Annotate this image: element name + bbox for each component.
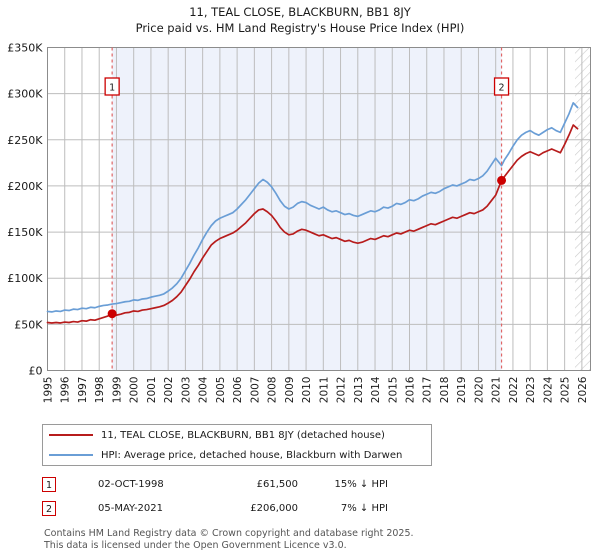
- legend-swatch-property-icon: [49, 434, 93, 436]
- page-title: 11, TEAL CLOSE, BLACKBURN, BB1 8JY Price…: [0, 4, 600, 36]
- sale-price-1: £61,500: [256, 478, 298, 490]
- sale-price-2: £206,000: [250, 502, 298, 514]
- sale-point-marker: [497, 175, 507, 185]
- x-axis-tick-label: 2006: [232, 376, 244, 403]
- x-axis-tick-label: 1996: [60, 376, 72, 403]
- table-row: 1 02-OCT-1998 £61,500 15% ↓ HPI: [42, 472, 462, 496]
- x-axis-tick-label: 2014: [370, 376, 382, 403]
- price-history-line-chart: £0 £50K £100K £150K £200K £250K £300K £350K 1995…: [7, 42, 591, 404]
- legend-swatch-hpi-icon: [49, 454, 93, 456]
- ownership-span-shading: [112, 47, 502, 371]
- x-axis-tick-label: 2010: [301, 377, 313, 404]
- footer-line-copyright: Contains HM Land Registry data © Crown c…: [44, 528, 414, 539]
- y-axis-tick-label: £350K: [7, 42, 43, 55]
- incomplete-data-hatching: [574, 47, 591, 371]
- x-axis-tick-label: 2026: [577, 376, 589, 403]
- sales-table: 1 02-OCT-1998 £61,500 15% ↓ HPI 2 05-MAY…: [42, 472, 462, 520]
- series-line: [46, 102, 579, 313]
- footer-line-licence: This data is licensed under the Open Gov…: [44, 539, 347, 551]
- series-line: [46, 124, 579, 324]
- sale-point-marker: [107, 309, 117, 319]
- y-axis-tick-label: £0: [29, 365, 43, 378]
- y-axis-tick-label: £100K: [7, 272, 43, 285]
- x-axis-tick-label: 2002: [163, 377, 175, 404]
- x-axis-tick-label: 2016: [405, 376, 417, 403]
- sale-date-2: 05-MAY-2021: [98, 502, 164, 514]
- chart-plot-area: £0 £50K £100K £150K £200K £250K £300K £350K 1995…: [7, 42, 591, 404]
- legend-item-hpi: HPI: Average price, detached house, Blac…: [43, 445, 431, 465]
- x-axis-tick-label: 2009: [284, 377, 296, 404]
- chart-subtitle: Price paid vs. HM Land Registry's House …: [135, 21, 465, 35]
- x-axis-tick-label: 2020: [473, 377, 485, 404]
- x-axis-tick-label: 1998: [94, 377, 106, 404]
- sale-marker-number: 1: [109, 83, 115, 94]
- x-axis-tick-label: 2000: [129, 377, 141, 404]
- y-axis-tick-label: £250K: [7, 134, 43, 147]
- x-axis-tick-label: 2012: [336, 377, 348, 404]
- x-axis-tick-label: 2004: [198, 376, 210, 403]
- x-axis-tick-label: 2018: [439, 377, 451, 404]
- x-axis-tick-label: 2001: [146, 377, 158, 404]
- legend-item-property: 11, TEAL CLOSE, BLACKBURN, BB1 8JY (deta…: [43, 425, 431, 445]
- legend-label-hpi: HPI: Average price, detached house, Blac…: [101, 449, 403, 461]
- x-axis-tick-label: 2005: [215, 377, 227, 404]
- footer-attribution: Contains HM Land Registry data © Crown c…: [44, 528, 584, 551]
- x-axis-tick-label: 2011: [318, 377, 330, 404]
- x-axis-tick-label: 2013: [353, 377, 365, 404]
- chart-title: 11, TEAL CLOSE, BLACKBURN, BB1 8JY: [189, 5, 411, 19]
- sale-hpi-delta-1: 15% ↓ HPI: [334, 478, 388, 490]
- sale-marker-number: 2: [499, 83, 505, 94]
- x-axis-tick-label: 2003: [180, 377, 192, 404]
- x-axis-tick-label: 2024: [542, 376, 554, 403]
- sale-marker-box: [104, 77, 120, 96]
- x-axis-tick-label: 2008: [267, 377, 279, 404]
- x-axis-tick-label: 2023: [525, 377, 537, 404]
- sale-date-1: 02-OCT-1998: [98, 478, 164, 490]
- x-axis-tick-label: 1999: [111, 377, 123, 404]
- table-row: 2 05-MAY-2021 £206,000 7% ↓ HPI: [42, 496, 462, 520]
- x-axis-tick-label: 2015: [387, 377, 399, 404]
- sale-marker-badge-2: 2: [42, 500, 56, 516]
- y-axis-tick-label: £200K: [7, 180, 43, 193]
- y-axis-tick-label: £300K: [7, 88, 43, 101]
- x-axis-tick-label: 2017: [422, 377, 434, 404]
- y-axis-tick-label: £50K: [14, 318, 43, 331]
- y-axis-tick-label: £150K: [7, 226, 43, 239]
- x-axis-tick-label: 2022: [508, 377, 520, 404]
- x-axis-tick-label: 2007: [249, 377, 261, 404]
- chart-legend: 11, TEAL CLOSE, BLACKBURN, BB1 8JY (deta…: [42, 424, 432, 466]
- x-axis-tick-label: 2025: [560, 377, 572, 404]
- x-axis-tick-label: 2019: [456, 377, 468, 404]
- x-axis-tick-label: 1995: [43, 377, 55, 404]
- sale-hpi-delta-2: 7% ↓ HPI: [340, 502, 388, 514]
- legend-label-property: 11, TEAL CLOSE, BLACKBURN, BB1 8JY (deta…: [101, 429, 385, 441]
- sale-marker-badge-1: 1: [42, 476, 56, 492]
- sale-marker-box: [493, 77, 510, 96]
- x-axis-tick-label: 2021: [491, 377, 503, 404]
- x-axis-tick-label: 1997: [77, 377, 89, 404]
- plot-frame: [47, 47, 591, 371]
